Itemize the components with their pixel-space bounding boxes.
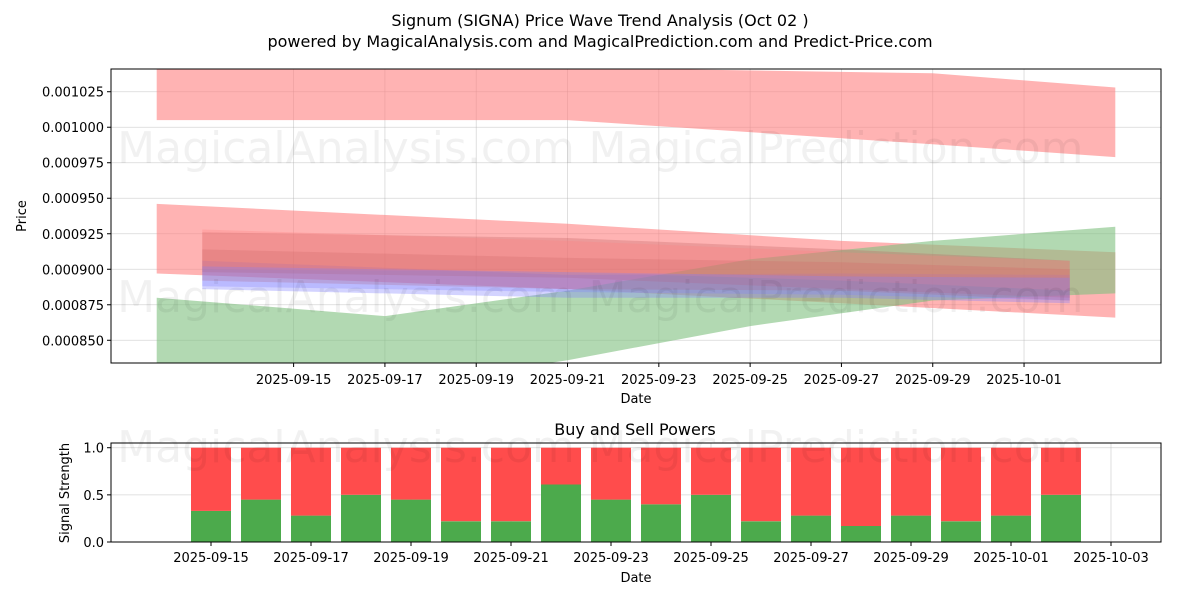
signal-x-tick-label: 2025-10-03 [1073, 551, 1149, 566]
price-panel: MagicalAnalysis.com MagicalPrediction.co… [15, 68, 1162, 407]
sell-power-bar [841, 447, 881, 526]
chart-title: Signum (SIGNA) Price Wave Trend Analysis… [391, 11, 808, 30]
sell-power-bar [891, 447, 931, 516]
price-x-tick-label: 2025-09-23 [621, 373, 697, 388]
watermark-prediction-bottom: MagicalPrediction.com [589, 422, 1084, 473]
signal-chart-title: Buy and Sell Powers [554, 420, 716, 439]
watermark-analysis-mid: MagicalAnalysis.com [117, 272, 575, 323]
signal-x-tick-label: 2025-10-01 [973, 551, 1049, 566]
sell-power-bar [391, 447, 431, 500]
watermark-analysis-top: MagicalAnalysis.com [117, 123, 575, 174]
price-y-tick-label: 0.001000 [42, 121, 104, 136]
sell-power-bar [541, 447, 581, 485]
price-plot-frame [110, 68, 1162, 364]
signal-bars [191, 447, 1081, 542]
chart-subtitle: powered by MagicalAnalysis.com and Magic… [267, 32, 932, 51]
price-y-tick-label: 0.000975 [42, 157, 104, 172]
price-y-tick-label: 0.000875 [42, 299, 104, 314]
buy-power-bar [341, 494, 381, 542]
watermark-analysis-bottom: MagicalAnalysis.com [117, 422, 575, 473]
buy-power-bar [541, 484, 581, 542]
price-y-tick-label: 0.001025 [42, 86, 104, 101]
price-wave-band-6 [202, 249, 1070, 301]
buy-power-bar [291, 515, 331, 542]
signal-x-tick-label: 2025-09-21 [473, 551, 549, 566]
sell-power-bar [491, 447, 531, 522]
price-y-axis-label: Price [15, 200, 30, 232]
price-y-tick-label: 0.000925 [42, 228, 104, 243]
signal-x-tick-label: 2025-09-19 [373, 551, 449, 566]
price-x-tick-label: 2025-09-25 [712, 373, 788, 388]
buy-power-bar [791, 515, 831, 542]
sell-power-bar [1041, 447, 1081, 495]
price-y-ticks: 0.000850 0.000875 0.000900 0.000925 0.000950… [42, 86, 111, 349]
sell-power-bar [641, 447, 681, 505]
sell-power-bar [691, 447, 731, 495]
price-y-tick-label: 0.000950 [42, 192, 104, 207]
buy-power-bar [941, 521, 981, 542]
sell-power-bar [291, 447, 331, 516]
price-x-tick-label: 2025-09-17 [347, 373, 423, 388]
signal-y-ticks: 0.0 0.5 1.0 [83, 442, 111, 551]
price-wave-band-8 [202, 266, 1070, 301]
sell-power-bar [941, 447, 981, 522]
signal-x-axis-label: Date [620, 571, 651, 586]
price-x-tick-label: 2025-09-29 [895, 373, 971, 388]
sell-power-bar [341, 447, 381, 495]
sell-power-bar [991, 447, 1031, 516]
sell-power-bar [191, 447, 231, 511]
signal-x-ticks: 2025-09-15 2025-09-17 2025-09-19 2025-09-21… [173, 542, 1149, 566]
price-x-tick-label: 2025-09-21 [530, 373, 606, 388]
buy-power-bar [241, 499, 281, 542]
sell-power-bar [791, 447, 831, 516]
price-y-tick-label: 0.000900 [42, 263, 104, 278]
price-wave-band-4 [202, 260, 1070, 304]
signal-x-tick-label: 2025-09-23 [573, 551, 649, 566]
signal-y-axis-label: Signal Strength [58, 443, 73, 543]
price-wave-band-3 [156, 226, 1116, 363]
buy-power-bar [841, 526, 881, 542]
signal-panel: Buy and Sell Powers MagicalAnalysis.com … [58, 420, 1162, 586]
buy-power-bar [441, 521, 481, 542]
price-bands [156, 69, 1116, 363]
buy-power-bar [991, 515, 1031, 542]
buy-power-bar [741, 521, 781, 542]
price-wave-band-1 [156, 69, 1116, 158]
price-wave-band-7 [202, 229, 1070, 291]
price-y-tick-label: 0.000850 [42, 334, 104, 349]
buy-power-bar [191, 510, 231, 542]
watermark-prediction-top: MagicalPrediction.com [589, 123, 1084, 174]
sell-power-bar [441, 447, 481, 522]
price-x-tick-label: 2025-10-01 [986, 373, 1062, 388]
signal-plot-frame [110, 442, 1162, 543]
price-x-tick-label: 2025-09-27 [804, 373, 880, 388]
buy-power-bar [491, 521, 531, 542]
signal-y-tick-label: 0.0 [83, 536, 104, 551]
buy-power-bar [1041, 494, 1081, 542]
signal-x-tick-label: 2025-09-27 [773, 551, 849, 566]
sell-power-bar [741, 447, 781, 522]
watermark-prediction-mid: MagicalPrediction.com [589, 272, 1084, 323]
signal-y-tick-label: 0.5 [83, 489, 104, 504]
signal-x-tick-label: 2025-09-17 [273, 551, 349, 566]
price-x-axis-label: Date [620, 392, 651, 407]
signal-x-tick-label: 2025-09-25 [673, 551, 749, 566]
price-x-tick-label: 2025-09-15 [256, 373, 332, 388]
buy-power-bar [691, 494, 731, 542]
price-x-tick-label: 2025-09-19 [438, 373, 514, 388]
signal-y-tick-label: 1.0 [83, 442, 104, 457]
signal-x-tick-label: 2025-09-15 [173, 551, 249, 566]
price-wave-band-5 [202, 232, 1070, 298]
buy-power-bar [391, 499, 431, 542]
buy-power-bar [891, 515, 931, 542]
sell-power-bar [241, 447, 281, 500]
buy-power-bar [591, 499, 631, 542]
sell-power-bar [591, 447, 631, 500]
price-x-ticks: 2025-09-15 2025-09-17 2025-09-19 2025-09-21… [256, 363, 1062, 388]
signal-x-tick-label: 2025-09-29 [873, 551, 949, 566]
buy-power-bar [641, 504, 681, 542]
